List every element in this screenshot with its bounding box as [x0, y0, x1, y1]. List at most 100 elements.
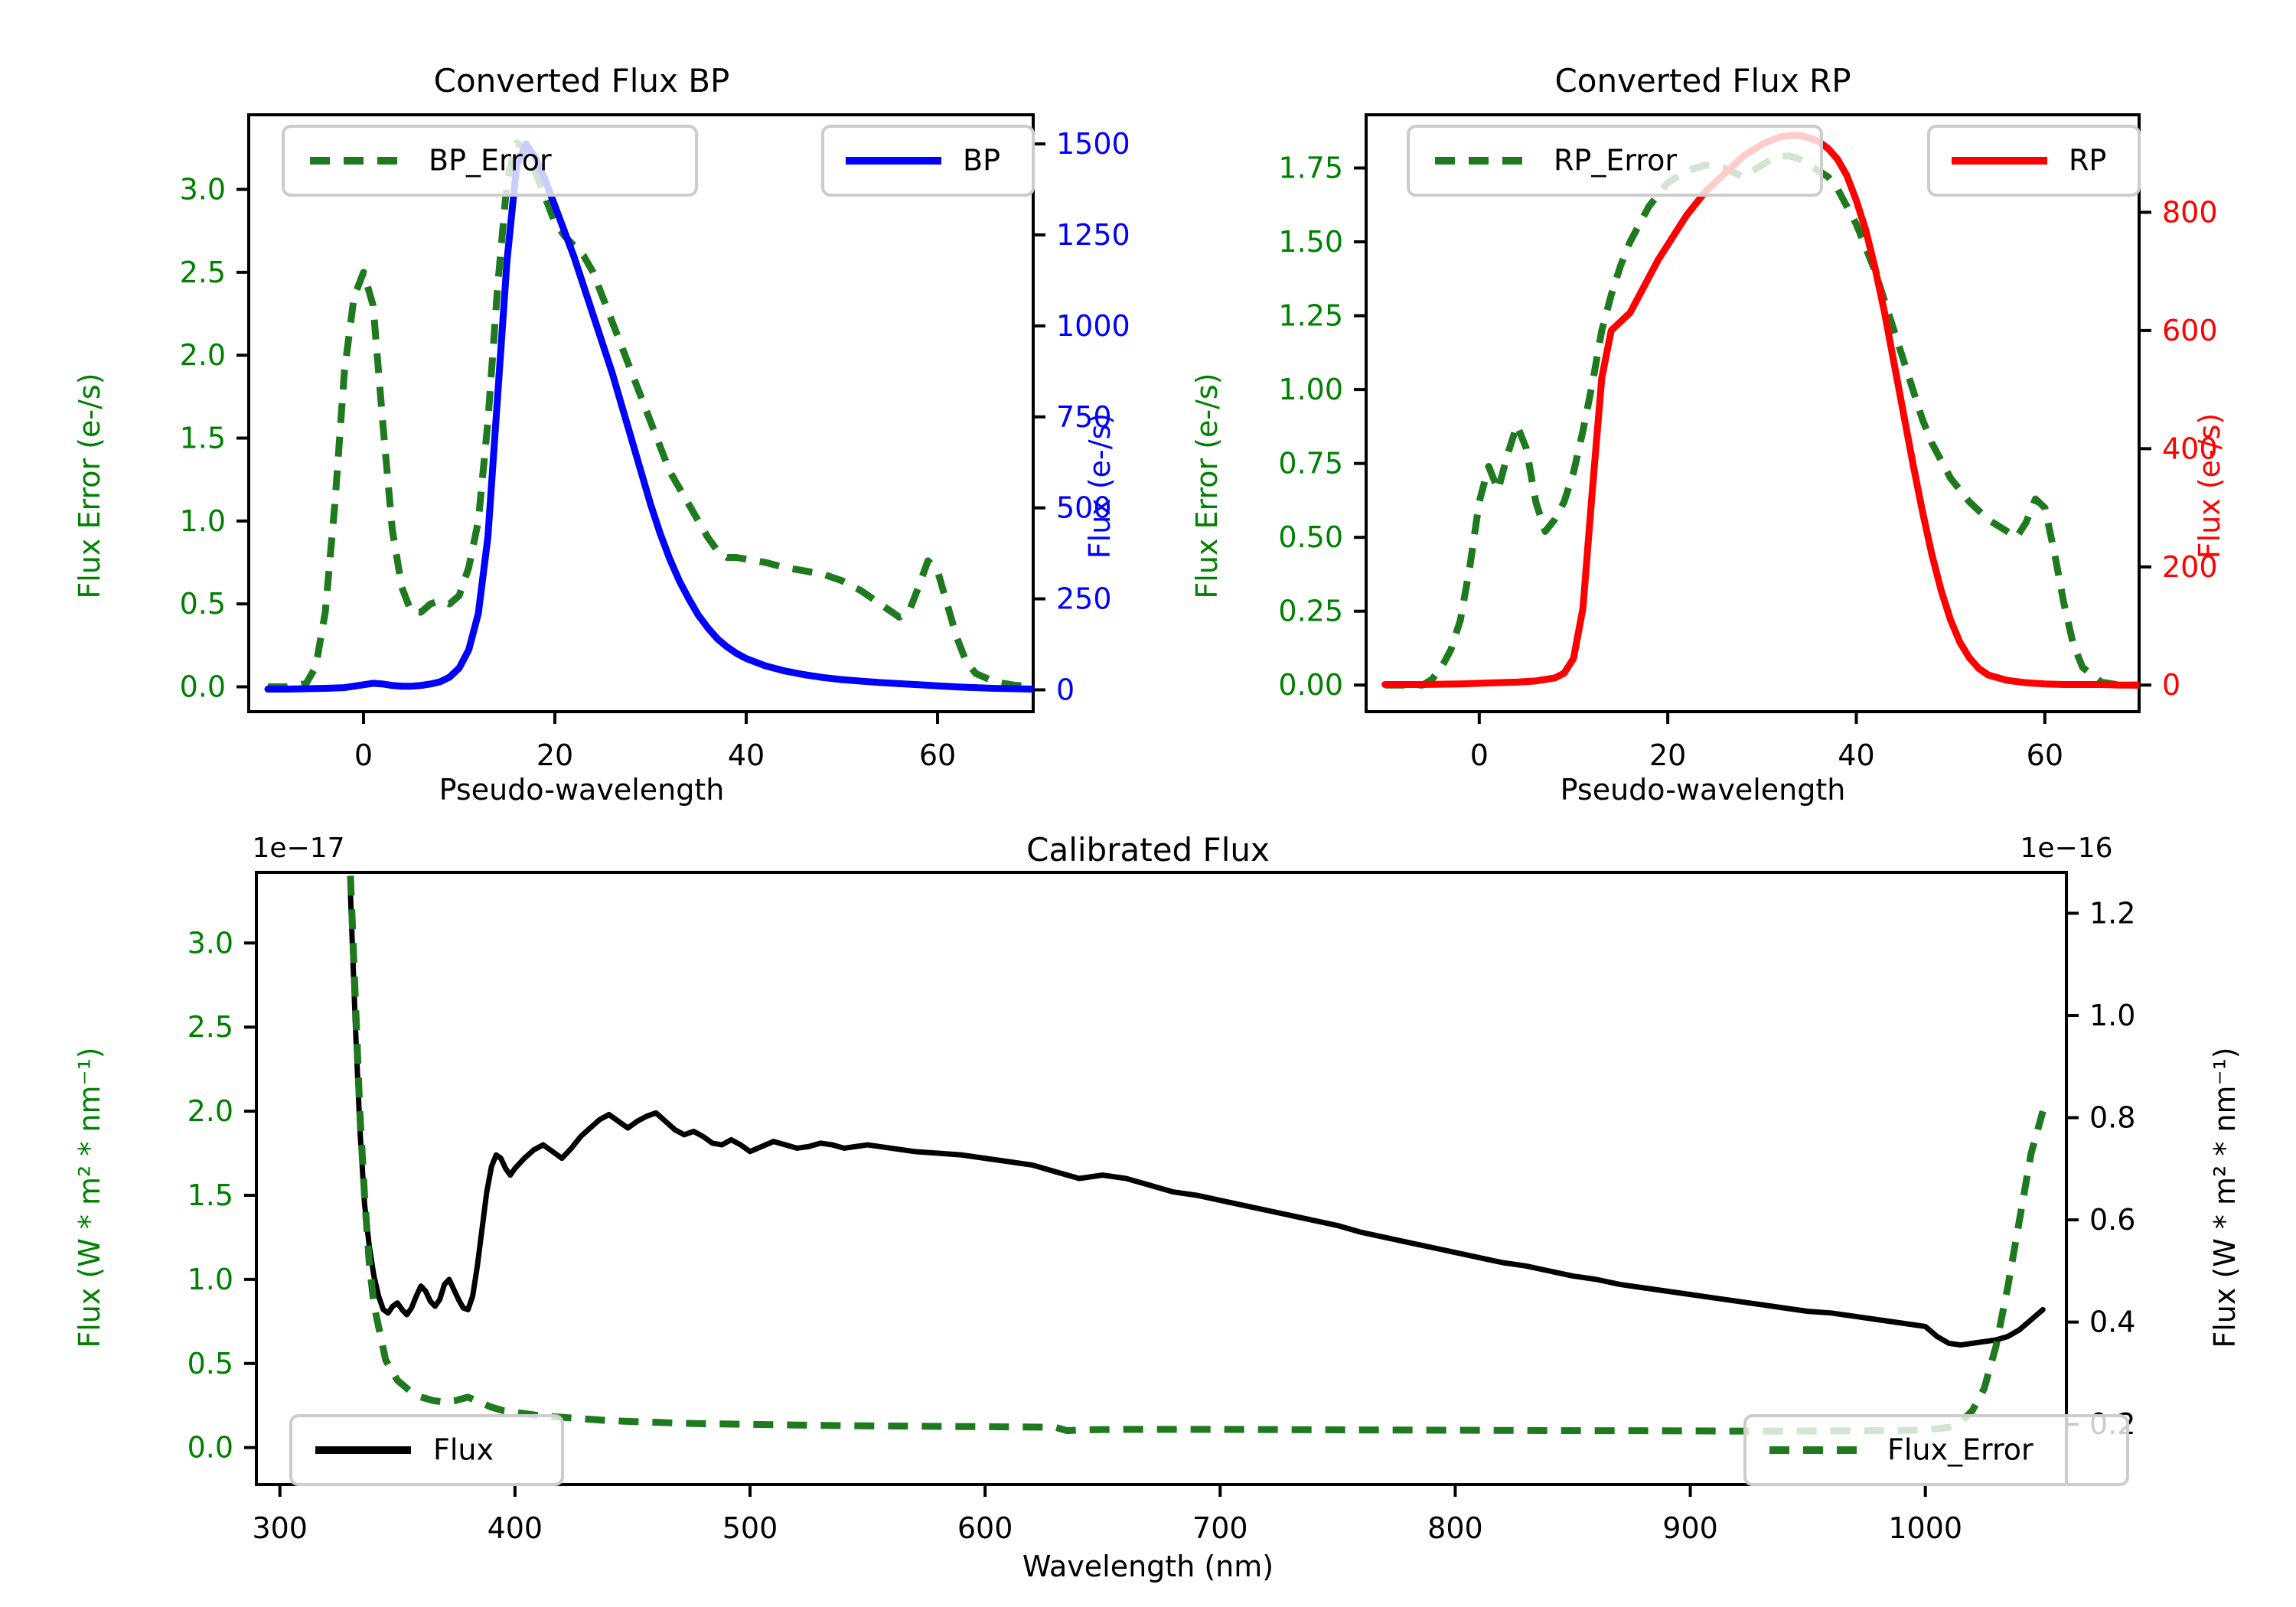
y-tick-label: 3.0	[188, 926, 233, 960]
x-tick-label: 0	[354, 738, 373, 772]
bp-legend-error-label: BP_Error	[429, 144, 552, 178]
y-tick-label: 2.5	[180, 256, 226, 289]
y-tick-label: 1.25	[1278, 299, 1343, 333]
y-tick-label: 1.00	[1278, 373, 1343, 406]
y2-tick-label: 250	[1056, 582, 1112, 616]
y2-tick-label: 600	[2162, 314, 2218, 347]
cal-legend-flux-error-box[interactable]	[1743, 1414, 2129, 1486]
x-tick-label: 40	[1838, 738, 1874, 772]
y-tick-label: 2.0	[188, 1094, 233, 1128]
cal-legend-flux-label: Flux	[433, 1433, 494, 1467]
series-group	[264, 139, 1033, 693]
series-bp	[264, 140, 1033, 693]
x-tick-label: 1000	[1888, 1511, 1962, 1545]
x-tick-label: 800	[1427, 1511, 1483, 1545]
y-tick-label: 1.50	[1278, 225, 1343, 259]
y2-tick-label: 800	[2162, 195, 2218, 229]
x-tick-label: 400	[488, 1511, 543, 1545]
series-rp_error	[1384, 152, 2139, 689]
y-tick-label: 0.0	[188, 1431, 233, 1465]
bp-chart-svg: Converted Flux BP 0 20 40 60 0.0 0.5 1.0 1.5 2.0…	[73, 62, 1130, 807]
y2-tick-label: 1.2	[2089, 896, 2135, 930]
cal-y2-axis-label: Flux (W * m² * nm⁻¹)	[2208, 1047, 2242, 1348]
rp-legend-rp[interactable]: RP	[1927, 125, 2141, 197]
cal-legend-flux[interactable]: Flux	[289, 1414, 564, 1486]
panel-converted-flux-rp: Converted Flux RP 0 20 40 60 0.00 0.25 0.50 0.7…	[1148, 46, 2296, 826]
y-tick-label: 3.0	[180, 173, 226, 207]
bp-panel-title: Converted Flux BP	[434, 62, 730, 99]
y-tick-label: 0.00	[1278, 668, 1343, 702]
y-tick-label: 2.0	[180, 338, 226, 372]
x-tick-label: 60	[2027, 738, 2063, 772]
y-tick-label: 1.0	[188, 1263, 233, 1296]
cal-legend-flux-box[interactable]	[289, 1414, 564, 1486]
y2-tick-label: 750	[1056, 400, 1112, 434]
cal-y-axis-label: Flux (W * m² * nm⁻¹)	[73, 1047, 106, 1348]
x-tick-label: 500	[722, 1511, 778, 1545]
rp-legend-error-box[interactable]	[1407, 125, 1823, 197]
rp-panel-title: Converted Flux RP	[1554, 62, 1851, 99]
series-rp	[1381, 132, 2139, 689]
y-tick-label: 1.5	[188, 1178, 233, 1212]
x-tick-label: 700	[1192, 1511, 1248, 1545]
y2-tick-label: 1500	[1056, 127, 1130, 161]
series-group	[347, 875, 2047, 1435]
bp-y-axis-label: Flux Error (e-/s)	[73, 373, 106, 598]
panel-calibrated-flux: Calibrated Flux 1e−17 1e−16 300 400 500 600…	[0, 823, 2296, 1607]
bp-legend-error[interactable]: BP_Error	[282, 125, 698, 197]
rp-y2-axis-label: Flux (e-/s)	[2193, 413, 2226, 559]
cal-y-offset-text: 1e−17	[252, 833, 344, 864]
rp-chart-svg: Converted Flux RP 0 20 40 60 0.00 0.25 0.50 0.7…	[1190, 62, 2226, 807]
cal-chart-svg: Calibrated Flux 1e−17 1e−16 300 400 500 600…	[73, 831, 2242, 1583]
bp-legend-error-box[interactable]	[282, 125, 698, 197]
x-tick-label: 900	[1662, 1511, 1718, 1545]
cal-legend-flux-error[interactable]: Flux_Error	[1743, 1414, 2129, 1486]
series-flux_error	[347, 875, 2047, 1435]
y-tick-label: 1.75	[1278, 152, 1343, 185]
bp-y2-axis-label: Flux (e-/s)	[1083, 413, 1117, 559]
y2-tick-label: 1250	[1056, 218, 1130, 252]
y2-tick-label: 200	[2162, 550, 2218, 584]
y-tick-label: 0.25	[1278, 595, 1343, 628]
y-tick-label: 1.5	[180, 422, 226, 455]
x-tick-label: 600	[957, 1511, 1013, 1545]
y-tick-label: 0.0	[180, 670, 226, 704]
y-tick-label: 2.5	[188, 1010, 233, 1044]
y-tick-label: 0.75	[1278, 447, 1343, 481]
series-group	[1381, 132, 2139, 689]
rp-legend-error-label: RP_Error	[1554, 144, 1677, 178]
y-tick-label: 0.50	[1278, 520, 1343, 554]
x-tick-label: 60	[919, 738, 956, 772]
x-tick-label: 0	[1470, 738, 1489, 772]
y2-tick-label: 0.8	[2089, 1101, 2135, 1135]
y-tick-label: 0.5	[180, 587, 226, 621]
y2-tick-label: 0.4	[2089, 1305, 2135, 1339]
panel-converted-flux-bp: Converted Flux BP 0 20 40 60 0.0 0.5 1.0 1.5 2.0…	[0, 46, 1148, 826]
rp-x-axis-label: Pseudo-wavelength	[1561, 773, 1846, 807]
cal-legend-flux-error-label: Flux_Error	[1887, 1433, 2033, 1467]
y2-tick-label: 0.6	[2089, 1203, 2135, 1237]
cal-panel-title: Calibrated Flux	[1026, 831, 1270, 869]
x-tick-label: 20	[536, 738, 573, 772]
rp-legend-error[interactable]: RP_Error	[1407, 125, 1823, 197]
y2-tick-label: 0	[2162, 668, 2180, 702]
bp-plot-body: 0 20 40 60 0.0 0.5 1.0 1.5 2.0 2.5 3.0 0 250 500 750 10…	[180, 113, 1130, 772]
y2-tick-label: 1.0	[2089, 999, 2135, 1032]
rp-plot-body: 0 20 40 60 0.00 0.25 0.50 0.75 1.00 1.25 1.50 1.75 0…	[1278, 113, 2218, 772]
bp-legend-bp[interactable]: BP	[821, 125, 1035, 197]
y2-tick-label: 1000	[1056, 309, 1130, 343]
x-tick-label: 300	[252, 1511, 308, 1545]
y2-tick-label: 500	[1056, 491, 1112, 525]
y2-tick-label: 0	[1056, 673, 1075, 706]
y-tick-label: 1.0	[180, 504, 226, 538]
y-tick-label: 0.5	[188, 1347, 233, 1380]
x-tick-label: 20	[1649, 738, 1686, 772]
rp-legend-rp-label: RP	[2069, 144, 2106, 178]
cal-y2-offset-text: 1e−16	[2020, 833, 2112, 864]
cal-x-axis-label: Wavelength (nm)	[1022, 1550, 1274, 1583]
y2-tick-label: 400	[2162, 432, 2218, 465]
series-flux	[347, 889, 2046, 1348]
bp-x-axis-label: Pseudo-wavelength	[439, 773, 725, 807]
rp-y-axis-label: Flux Error (e-/s)	[1190, 373, 1224, 598]
